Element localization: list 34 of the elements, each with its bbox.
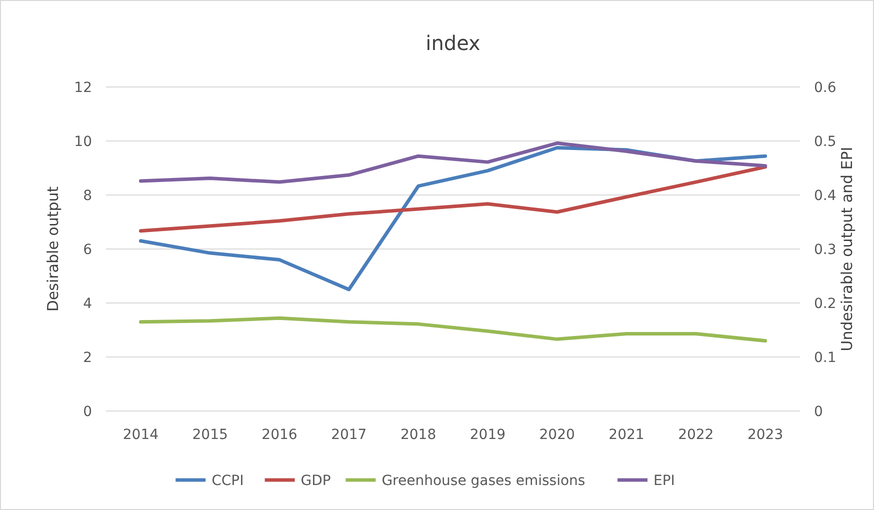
line-series <box>138 165 768 233</box>
y-tick-label: 0 <box>83 404 92 420</box>
x-tick-label: 2014 <box>122 427 159 443</box>
y-axis-title: Desirable output <box>44 186 62 312</box>
legend-label: CCPI <box>212 472 244 489</box>
x-tick-label: 2020 <box>539 427 575 443</box>
x-tick-label: 2016 <box>262 427 298 443</box>
y-tick-label: 6 <box>83 242 92 258</box>
legend-label: GDP <box>300 472 331 489</box>
x-tick-label: 2015 <box>192 427 228 443</box>
x-tick-label: 2019 <box>470 427 506 443</box>
x-tick-label: 2023 <box>747 427 784 443</box>
y-tick-label: 10 <box>74 134 92 150</box>
y2-tick-label: 0.1 <box>814 350 836 366</box>
y2-tick-label: 0.6 <box>814 80 836 96</box>
y2-tick-label: 0.3 <box>814 242 836 258</box>
line-series <box>138 316 768 343</box>
x-tick-label: 2022 <box>678 427 714 443</box>
x-tick-label: 2021 <box>608 427 644 443</box>
y-tick-label: 2 <box>83 350 92 366</box>
y2-tick-label: 0 <box>814 404 823 420</box>
y-tick-label: 8 <box>83 188 92 204</box>
x-tick-label: 2018 <box>400 427 436 443</box>
y-tick-label: 12 <box>74 80 92 96</box>
line-series <box>138 141 768 184</box>
x-tick-label: 2017 <box>331 427 367 443</box>
y2-tick-label: 0.5 <box>814 134 836 150</box>
y2-tick-label: 0.2 <box>814 296 836 312</box>
y-tick-label: 4 <box>83 296 92 312</box>
y2-axis-title: Undesirable output and EPI <box>838 146 856 352</box>
chart-title: index <box>426 31 481 55</box>
legend-label: EPI <box>654 472 675 489</box>
legend-label: Greenhouse gases emissions <box>382 472 586 489</box>
y2-tick-label: 0.4 <box>814 188 836 204</box>
